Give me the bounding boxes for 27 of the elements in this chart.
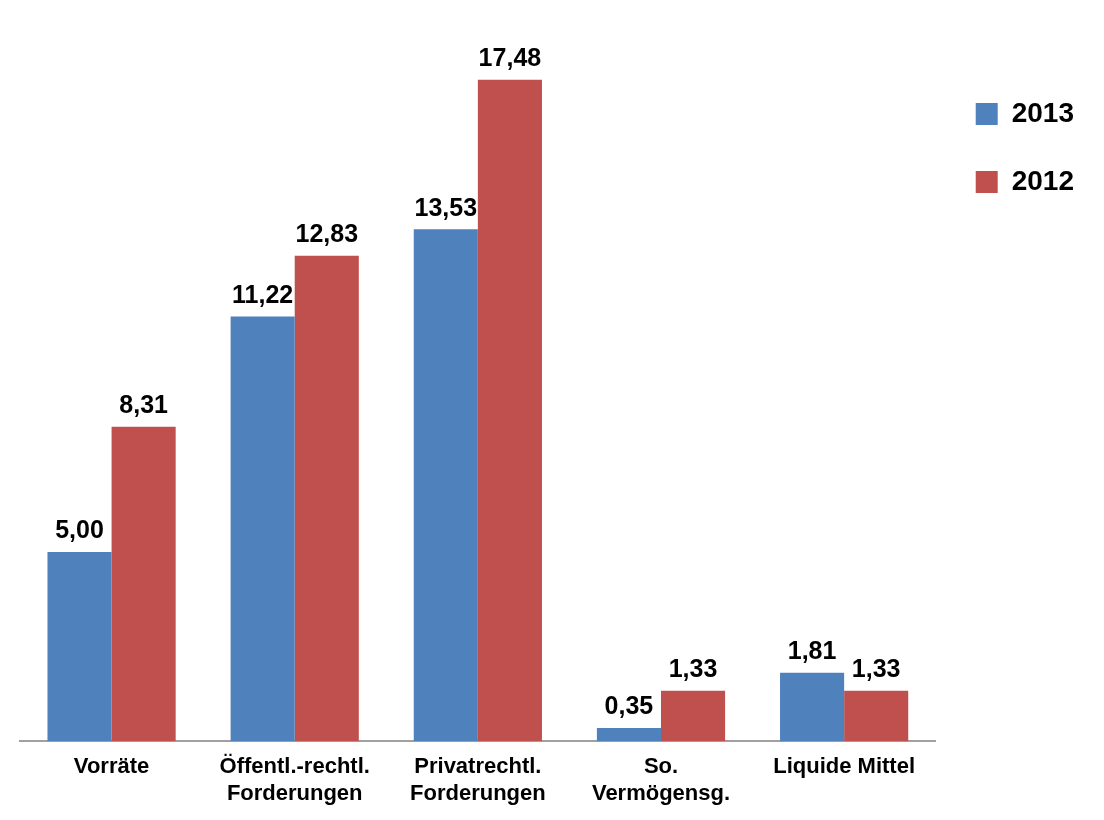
data-label: 1,33 bbox=[668, 654, 718, 683]
bar bbox=[844, 690, 909, 742]
data-label: 11,22 bbox=[232, 279, 294, 308]
bar bbox=[413, 229, 478, 742]
data-label: 0,35 bbox=[604, 691, 654, 720]
bar bbox=[661, 690, 726, 742]
data-label: 8,31 bbox=[119, 390, 169, 419]
data-label: 12,83 bbox=[295, 219, 359, 248]
bar bbox=[596, 727, 661, 742]
bar bbox=[47, 551, 112, 742]
bar bbox=[780, 672, 845, 742]
legend-label: 2012 bbox=[1011, 164, 1075, 196]
x-tick-label: Öffentl.-rechtl. Forderungen bbox=[219, 753, 370, 805]
x-tick-label: Privatrechtl. Forderungen bbox=[410, 753, 546, 805]
bar bbox=[477, 79, 542, 742]
bar bbox=[111, 426, 176, 742]
data-label: 13,53 bbox=[414, 192, 478, 221]
data-label: 1,81 bbox=[787, 636, 837, 665]
bar bbox=[230, 316, 295, 742]
x-tick-label: Vorräte bbox=[73, 753, 150, 779]
x-tick-label: So. Vermögensg. bbox=[591, 753, 731, 805]
data-label: 5,00 bbox=[55, 515, 104, 544]
data-label: 1,33 bbox=[851, 654, 901, 683]
x-tick-label: Liquide Mittel bbox=[773, 753, 916, 779]
bar bbox=[294, 255, 359, 742]
legend-label: 2013 bbox=[1011, 96, 1075, 128]
data-label: 17,48 bbox=[478, 43, 542, 72]
